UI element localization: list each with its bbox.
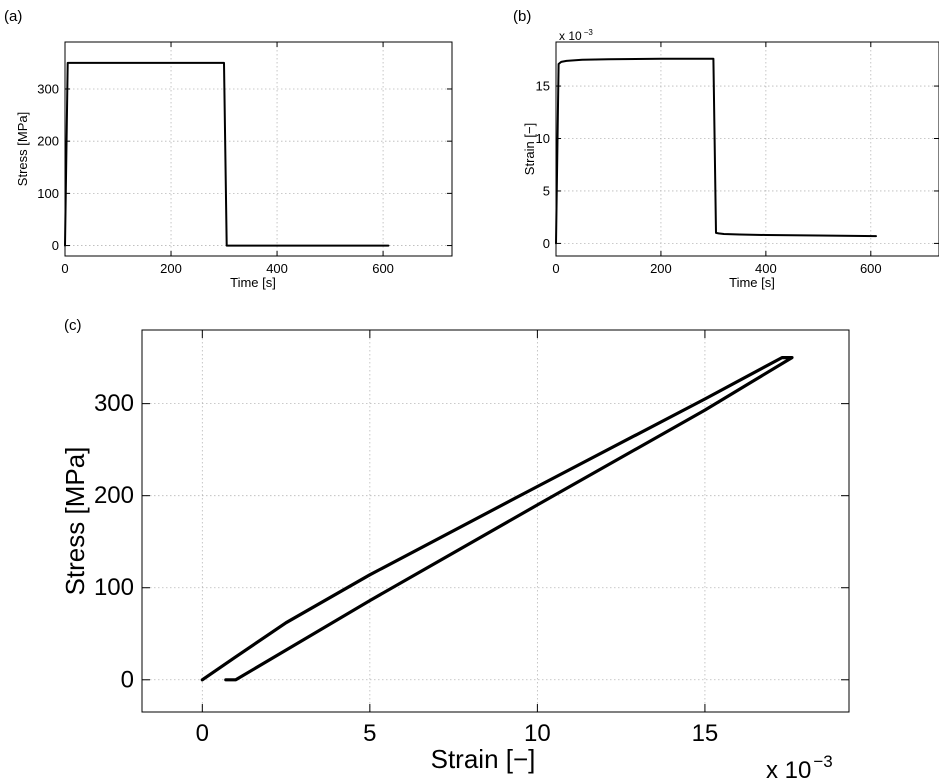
y-tick-label: 200 [94, 482, 134, 509]
y-tick-label: 100 [37, 186, 59, 201]
x-tick-label: 600 [372, 261, 394, 276]
x-tick-label: 0 [61, 261, 68, 276]
axis-multiplier: x 10 −3 [559, 28, 593, 43]
axes-frame [555, 41, 939, 257]
x-tick-label: 0 [196, 720, 209, 747]
y-tick-label: 0 [52, 238, 59, 253]
panel-label: (c) [64, 317, 82, 334]
x-tick-label: 15 [692, 720, 719, 747]
x-axis-label: Strain [−] [431, 744, 536, 774]
y-tick-label: 15 [536, 79, 550, 94]
panel-label: (a) [4, 8, 22, 25]
data-series-line [555, 57, 877, 245]
panel-c: 0 5 10 15 0 100 200 300 (c) Strain [−] Stress [MPa… [60, 317, 850, 784]
y-tick-label: 10 [536, 131, 550, 146]
y-axis-label: Stress [MPa] [15, 112, 30, 186]
panel-a: 0 200 400 600 0 100 200 300 (a) Time [s] Stress [M… [4, 8, 453, 290]
y-tick-label: 5 [543, 183, 550, 198]
axis-multiplier-base: x 10 [766, 757, 811, 784]
panel-b: 0 200 400 600 0 5 10 15 (b) Time [s] Strain [−] x 1… [513, 8, 939, 290]
axis-multiplier-base: x 10 [559, 29, 582, 43]
x-axis-label: Time [s] [729, 275, 775, 290]
x-axis-label: Time [s] [230, 275, 276, 290]
y-axis-label: Stress [MPa] [60, 447, 90, 596]
axes-frame [141, 329, 850, 713]
axis-multiplier: x 10 −3 [766, 752, 833, 784]
x-tick-label: 200 [650, 261, 672, 276]
x-tick-label: 400 [266, 261, 288, 276]
y-tick-label: 300 [37, 81, 59, 96]
x-tick-label: 5 [363, 720, 376, 747]
axis-multiplier-exponent: −3 [584, 28, 594, 37]
axis-multiplier-exponent: −3 [813, 752, 832, 771]
x-tick-label: 0 [552, 261, 559, 276]
data-series-line [64, 61, 390, 247]
y-tick-label: 0 [543, 236, 550, 251]
x-tick-label: 400 [755, 261, 777, 276]
y-tick-label: 0 [121, 666, 134, 693]
axes-frame [64, 41, 453, 257]
y-tick-label: 300 [94, 390, 134, 417]
x-tick-label: 10 [524, 720, 551, 747]
panel-label: (b) [513, 8, 531, 25]
x-tick-label: 200 [160, 261, 182, 276]
y-tick-label: 200 [37, 134, 59, 149]
x-tick-label: 600 [860, 261, 882, 276]
y-tick-label: 100 [94, 574, 134, 601]
data-series-line [200, 356, 794, 682]
y-axis-label: Strain [−] [522, 123, 537, 175]
